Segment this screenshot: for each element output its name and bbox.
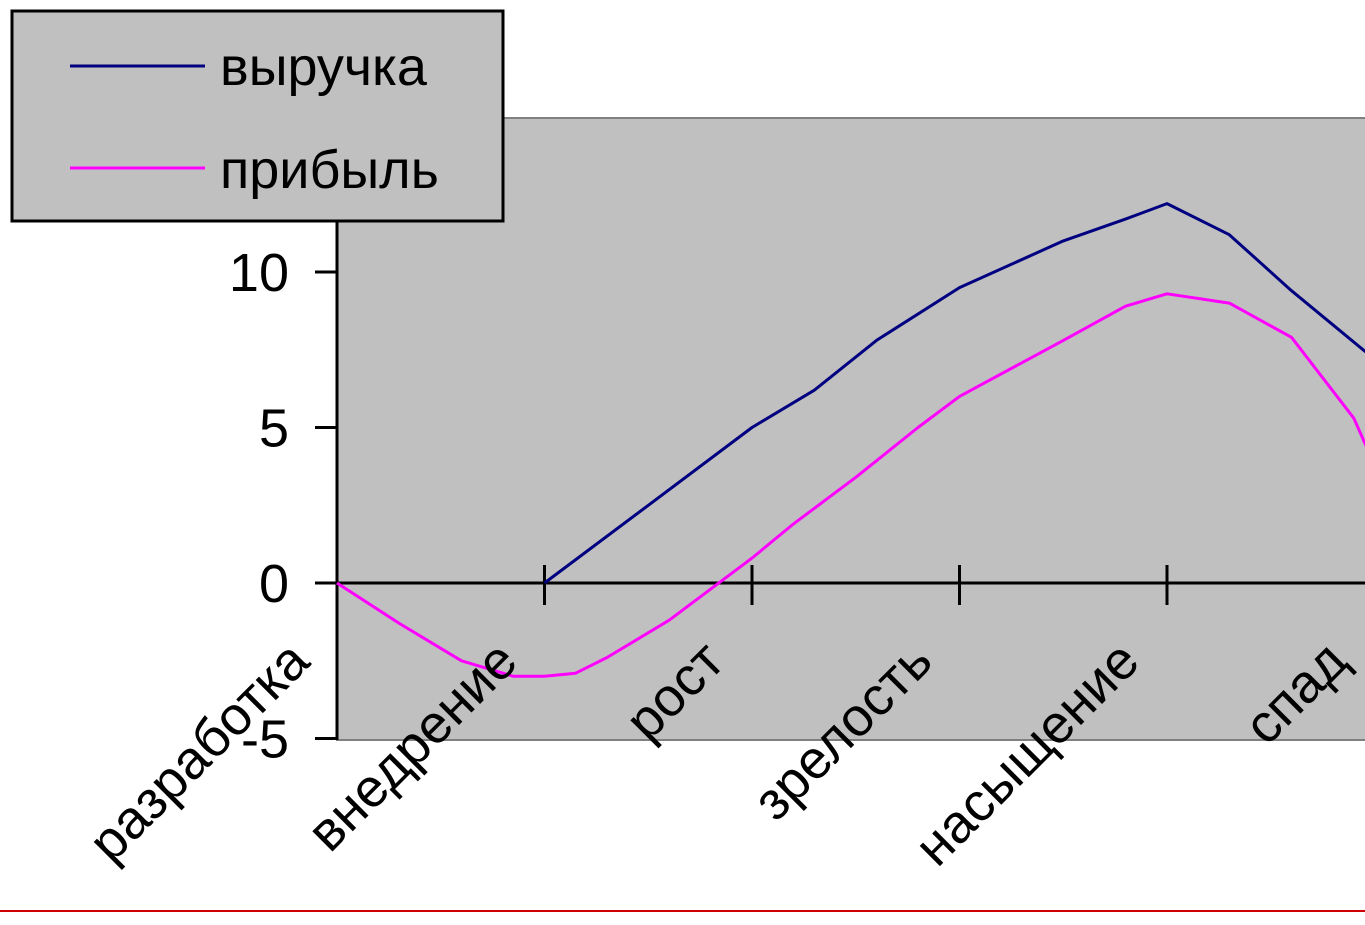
series-line-revenue [543, 202, 1365, 585]
y-ticks: -5 0 5 10 [229, 243, 337, 770]
series-line-profit [336, 292, 1365, 678]
legend: выручка прибыль [10, 9, 505, 223]
legend-label-revenue: выручка [220, 37, 428, 97]
legend-box [10, 9, 505, 223]
series-layer [336, 202, 1365, 678]
legend-label-profit: прибыль [220, 140, 439, 200]
y-tick-label: 0 [259, 554, 289, 614]
y-tick-label: 5 [259, 399, 289, 459]
y-tick-label: 10 [229, 243, 289, 303]
x-ticks [543, 565, 1169, 605]
y-tick-label: -5 [241, 710, 289, 770]
plot-area [336, 117, 1365, 741]
